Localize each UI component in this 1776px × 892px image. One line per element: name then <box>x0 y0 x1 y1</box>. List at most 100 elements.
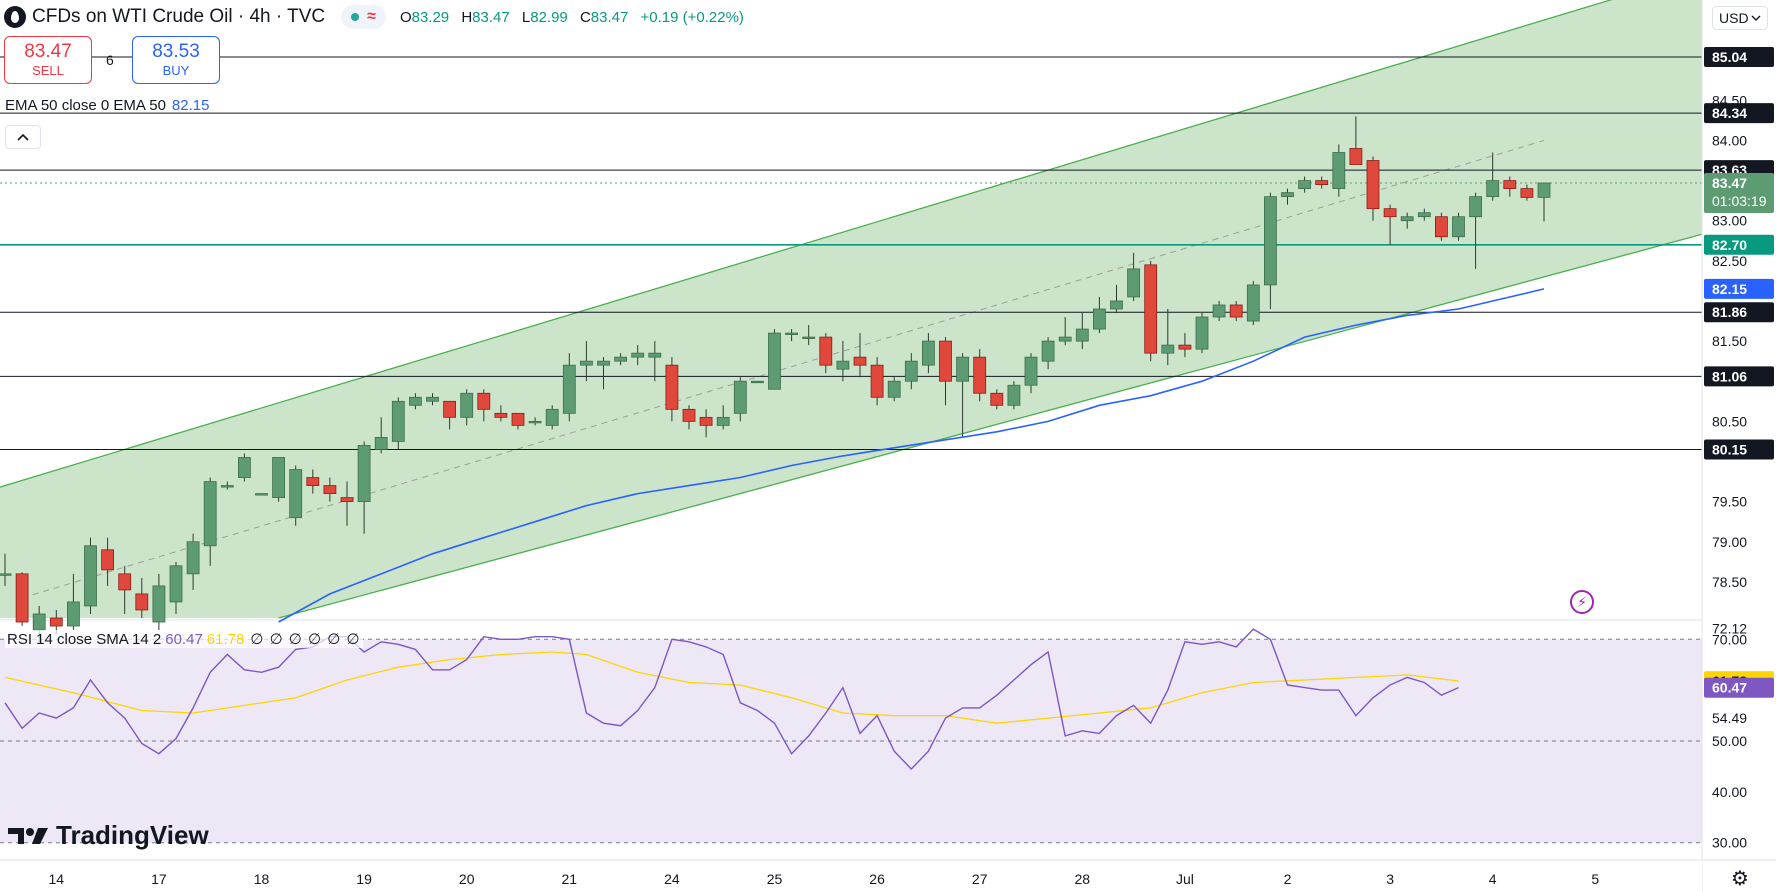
candle-up <box>203 481 217 547</box>
price-channel[interactable] <box>0 0 1703 619</box>
candle-up <box>1264 196 1277 286</box>
buy-price: 83.53 <box>152 41 200 62</box>
ema-legend-label: EMA 50 close 0 EMA 50 <box>5 97 166 114</box>
rsi-panel <box>0 619 1702 844</box>
market-status[interactable]: ≈ <box>341 5 386 29</box>
time-tick-label: 21 <box>562 871 578 887</box>
rsi-value-label: 60.47 <box>1712 680 1747 696</box>
lightning-icon[interactable]: ⚡ <box>1570 590 1594 614</box>
time-tick-label: 4 <box>1489 871 1497 887</box>
sell-label: SELL <box>32 63 64 78</box>
candle-up <box>887 380 901 398</box>
candle-up <box>374 437 388 450</box>
candle-up <box>186 541 200 575</box>
candle-up <box>614 356 627 362</box>
candle-down <box>853 356 867 366</box>
time-tick-label: 25 <box>767 871 783 887</box>
level-label: 80.15 <box>1712 441 1747 457</box>
candles <box>0 116 1551 643</box>
candle-up <box>1469 196 1482 218</box>
candle-down <box>340 497 354 503</box>
ema-line <box>278 288 1545 623</box>
rsi-axis-label: 54.49 <box>1712 710 1747 726</box>
candle-up <box>152 585 166 623</box>
candle-up <box>220 485 234 488</box>
rsi-line <box>4 628 1459 771</box>
candle-up <box>545 408 559 426</box>
candle-down <box>135 593 149 611</box>
candle-down <box>1144 264 1158 354</box>
chevron-up-icon <box>17 133 29 141</box>
candle-down <box>699 416 713 426</box>
candle-up <box>1417 212 1431 218</box>
level-label-bg <box>1704 302 1774 323</box>
candle-down <box>49 617 63 627</box>
candle-down <box>1383 208 1397 218</box>
symbol-title[interactable]: CFDs on WTI Crude Oil · 4h · TVC <box>32 6 326 27</box>
rsi-legend-empty-values: ∅ ∅ ∅ ∅ ∅ ∅ <box>250 631 361 648</box>
candle-up <box>1212 304 1226 318</box>
rsi-legend-value: 60.47 <box>165 631 203 648</box>
candle-up <box>1537 182 1551 198</box>
candle-down <box>939 340 952 382</box>
candle-up <box>1161 344 1175 354</box>
level-label-bg <box>1704 366 1774 387</box>
current-price-label-countdown: 01:03:19 <box>1712 193 1767 209</box>
sell-button[interactable]: 83.47 SELL <box>4 36 92 84</box>
candle-up <box>1332 152 1346 190</box>
candle-up <box>1007 384 1021 406</box>
candle-up <box>528 420 542 424</box>
candle-down <box>665 364 679 410</box>
collapse-legend-button[interactable] <box>5 125 41 149</box>
price-tick-label: 79.00 <box>1712 534 1747 550</box>
candle-up <box>1024 356 1038 386</box>
time-tick-label: 3 <box>1386 871 1394 887</box>
candle-down <box>973 356 987 394</box>
candle-down <box>1435 216 1448 238</box>
channel-upper-line <box>0 0 1613 488</box>
time-tick-label: 26 <box>869 871 885 887</box>
candle-up <box>357 445 371 503</box>
level-label: 82.70 <box>1712 237 1747 253</box>
level-label-bg <box>1704 103 1774 124</box>
candle-up <box>1127 268 1140 298</box>
price-tick-label: 84.00 <box>1712 132 1747 148</box>
price-tick-label: 83.00 <box>1712 213 1747 229</box>
ohlc-values: O83.29 H83.47 L82.99 C83.47 +0.19 (+0.22… <box>399 8 744 26</box>
time-tick-label: 20 <box>459 871 475 887</box>
time-tick-label: 14 <box>49 871 65 887</box>
buy-button[interactable]: 83.53 BUY <box>132 36 220 84</box>
candle-down <box>477 392 491 410</box>
buy-label: BUY <box>162 63 190 78</box>
time-tick-label: 27 <box>972 871 988 887</box>
ema-legend[interactable]: EMA 50 close 0 EMA 50 82.15 <box>5 97 209 114</box>
candle-up <box>460 392 474 418</box>
time-axis-bg <box>0 860 1702 892</box>
current-price-label: 83.47 <box>1712 175 1747 191</box>
horizontal-levels[interactable] <box>0 56 1702 450</box>
level-label: 84.34 <box>1712 105 1747 121</box>
time-tick-label: 5 <box>1591 871 1599 887</box>
currency-select[interactable]: USD <box>1712 6 1768 30</box>
candle-down <box>118 573 132 591</box>
level-label: 85.04 <box>1712 49 1747 65</box>
candle-down <box>494 412 508 418</box>
candle-up <box>836 360 850 370</box>
rsi-lines <box>4 628 1459 771</box>
candle-up <box>1452 216 1465 238</box>
gear-icon[interactable]: ⚙ <box>1731 868 1749 890</box>
candle-up <box>1075 328 1089 342</box>
ema-legend-value: 82.15 <box>171 97 210 114</box>
time-tick-label: 28 <box>1075 871 1091 887</box>
rsi-tick-label: 30.00 <box>1712 835 1747 851</box>
tradingview-logo[interactable]: TradingView <box>8 820 209 851</box>
candle-up <box>733 380 747 414</box>
candle-up <box>768 332 781 390</box>
price-tick-label: 78.50 <box>1712 574 1747 590</box>
candle-down <box>1178 344 1192 350</box>
candle-up <box>1195 316 1209 350</box>
rsi-legend[interactable]: RSI 14 close SMA 14 2 60.47 61.78 ∅ ∅ ∅ ∅ ∅… <box>5 630 363 648</box>
candle-up <box>67 601 80 627</box>
time-tick-label: Jul <box>1176 871 1194 887</box>
